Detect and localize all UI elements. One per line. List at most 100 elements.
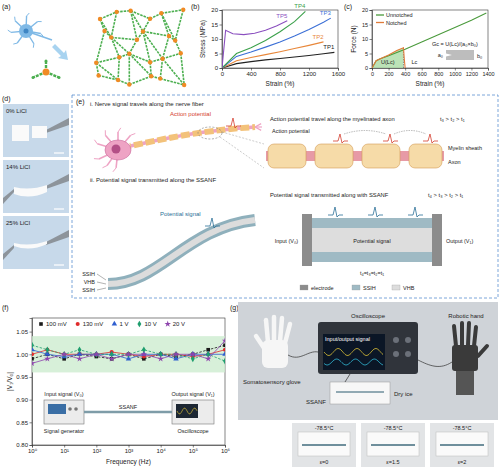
glove-finger	[272, 317, 277, 341]
plot-area	[32, 336, 225, 372]
figure: (a)(b)(c)(d)(e)(f)(g)0400800120016000510…	[0, 0, 500, 471]
nucleus	[24, 29, 29, 34]
label: Input (V₀)	[275, 238, 299, 244]
series-label: TP1	[323, 44, 335, 50]
label: VHB	[403, 285, 415, 291]
tick-label: 0	[221, 71, 225, 77]
label: Robotic hand	[448, 313, 483, 319]
tick-mark	[96, 445, 97, 448]
tick: 600	[418, 68, 427, 77]
tick-label: 0	[215, 65, 219, 71]
ssih-layer	[312, 218, 432, 228]
tick-mark	[220, 39, 223, 40]
marker	[173, 351, 179, 357]
marker	[190, 351, 196, 357]
marker	[32, 357, 34, 361]
sample-box	[436, 432, 488, 456]
inset: Input signal (V₀)SSANFOutput signal (V₁)…	[44, 391, 215, 434]
key-swatch	[352, 285, 360, 290]
network-chain	[128, 54, 130, 85]
tick: 1400	[482, 68, 494, 77]
glove-finger	[266, 320, 268, 342]
arrow	[52, 44, 68, 60]
myelin	[130, 127, 255, 146]
dendrite	[113, 168, 116, 172]
label: Potential signal transmitted along with …	[270, 192, 389, 198]
dendrite	[102, 166, 107, 168]
curve	[222, 18, 331, 68]
network-node	[181, 8, 185, 12]
cell-body	[19, 24, 33, 38]
marker	[108, 355, 114, 361]
axon	[130, 127, 255, 146]
label: ε=2	[458, 459, 467, 465]
electrode	[302, 214, 312, 266]
action-potential	[383, 134, 398, 143]
network-node	[117, 55, 121, 59]
panel-g: Input/output signalOscilloscopeRobotic h…	[238, 302, 498, 467]
tick: 10	[362, 36, 372, 42]
robot-finger	[460, 323, 464, 345]
curve	[222, 42, 324, 68]
tick-label: 5	[365, 51, 368, 57]
plot-area	[372, 13, 486, 68]
annotation: a₀	[438, 52, 443, 58]
network-chain	[111, 12, 117, 37]
tick-mark	[161, 445, 162, 448]
curve	[222, 11, 305, 68]
tick-label: 0.85	[16, 420, 28, 426]
oscilloscope-screen	[176, 404, 198, 418]
label: Somatosensory glove	[243, 379, 301, 385]
glove-finger	[285, 324, 290, 343]
network-chain	[175, 10, 183, 41]
signal-generator	[44, 400, 84, 424]
panel-label: (g)	[230, 304, 239, 312]
nucleus	[112, 145, 121, 154]
ssih-layer	[312, 252, 432, 262]
label: Potential signal	[160, 211, 201, 217]
marker	[44, 355, 50, 361]
marker	[222, 351, 225, 356]
network-chain	[143, 31, 169, 36]
fiber-ssih	[108, 220, 255, 284]
x-axis-title: Strain (%)	[266, 80, 295, 88]
photo-background	[3, 104, 69, 157]
tick-mark	[30, 445, 33, 446]
band	[32, 336, 225, 372]
legend: 100 mV130 mV1 V10 V20 V	[39, 321, 185, 328]
network-node	[148, 17, 152, 21]
oscilloscope	[172, 400, 214, 424]
specimen-sketch	[446, 50, 474, 60]
tweezers	[46, 174, 69, 189]
tick: 800	[434, 68, 443, 77]
label: Myelin sheath	[448, 145, 482, 151]
tick: 5	[365, 51, 372, 57]
plot-frame	[32, 318, 225, 445]
glove-finger	[280, 318, 282, 341]
tweezers	[46, 230, 69, 245]
network-node	[127, 52, 131, 56]
panel-label: (b)	[191, 3, 200, 11]
tick: 10⁴	[157, 445, 167, 454]
tick-label: 15	[211, 22, 218, 28]
tick-mark	[220, 68, 223, 69]
photo: 25% LiCl	[3, 216, 69, 269]
network-node	[160, 56, 164, 60]
robot-wrist	[456, 371, 474, 395]
tick: 10⁶	[221, 445, 231, 454]
tick-mark	[370, 10, 373, 11]
tick-label: 10³	[125, 448, 134, 454]
fiber-vhb	[108, 220, 255, 284]
film	[32, 126, 47, 138]
label: Potential signal	[353, 238, 390, 244]
tick: 15	[362, 22, 372, 28]
dendrite	[38, 21, 42, 22]
network-chain	[96, 31, 104, 63]
fiber	[371, 444, 415, 446]
robot-palm	[452, 345, 478, 371]
y-axis-title: Stress (MPa)	[199, 20, 207, 58]
tick-label: 1200	[466, 71, 478, 77]
electrode	[432, 214, 442, 266]
label: SSIH	[82, 271, 95, 277]
label: VHB	[84, 279, 96, 285]
